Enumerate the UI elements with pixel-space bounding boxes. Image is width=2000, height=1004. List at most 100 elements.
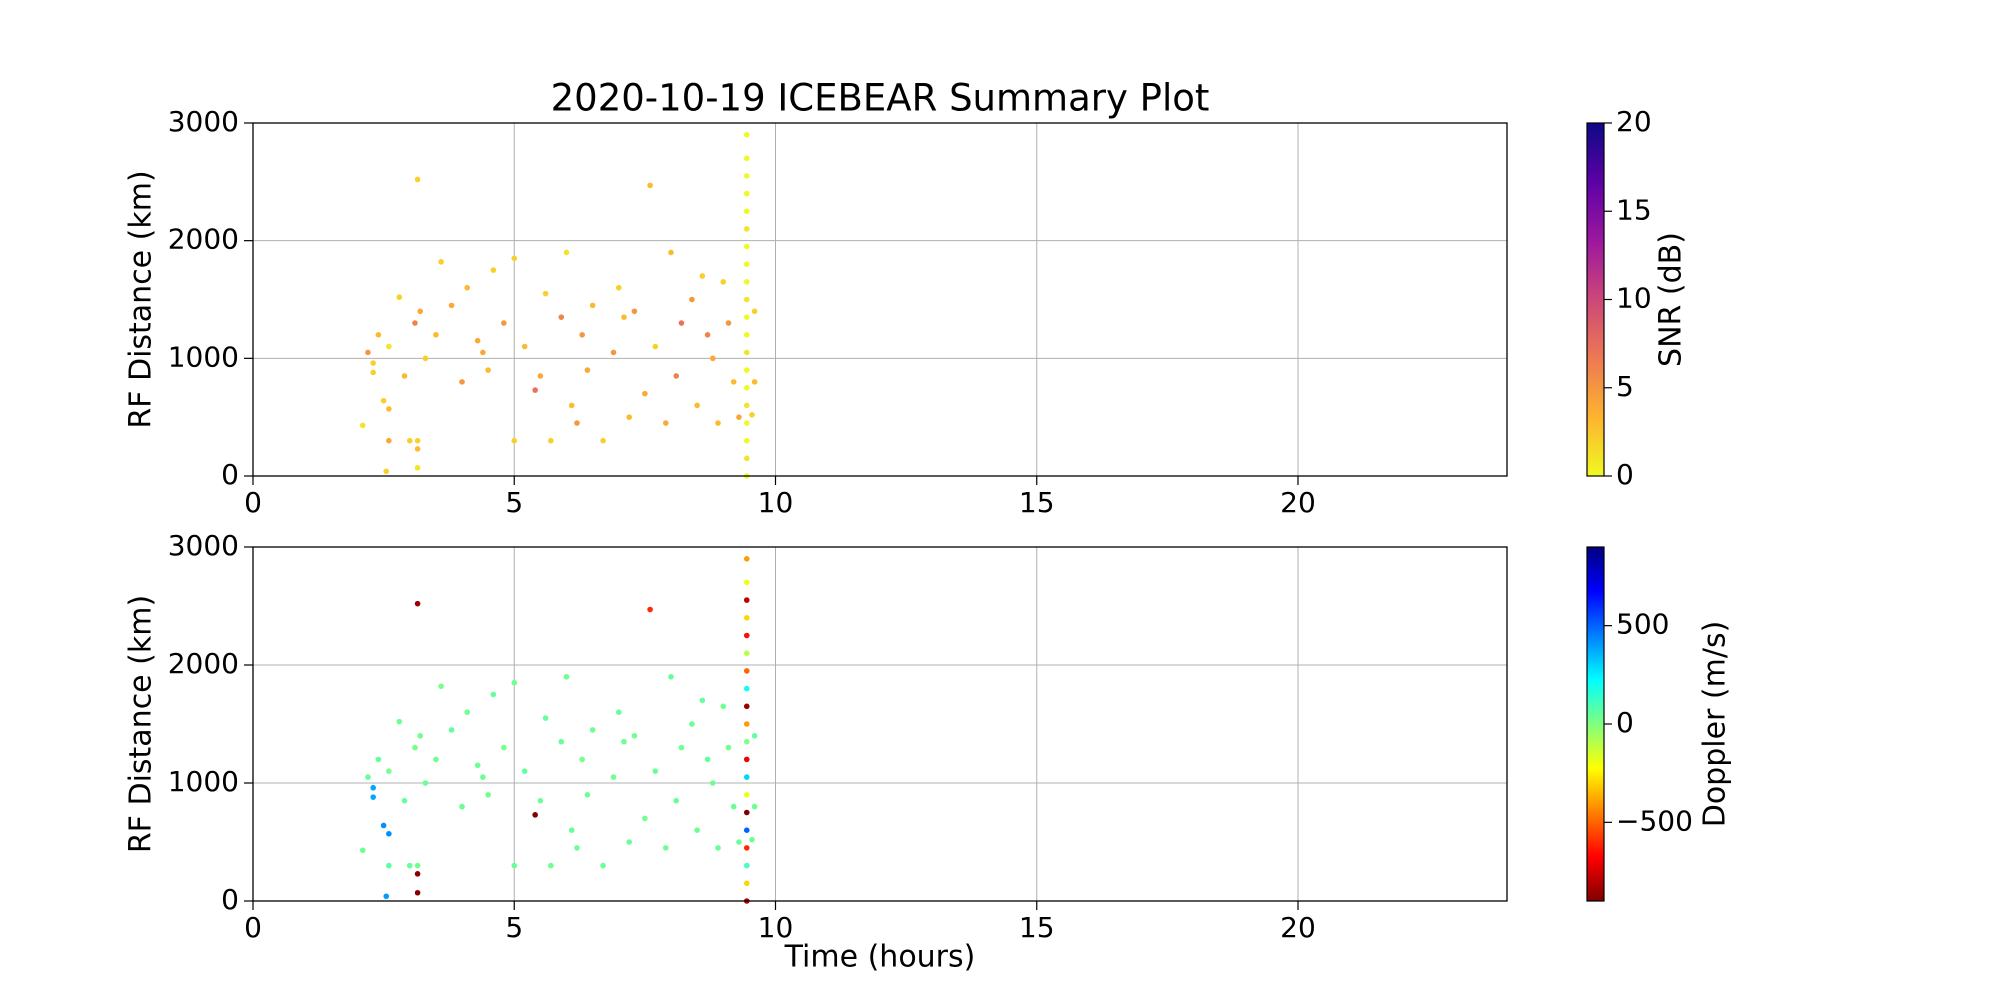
point <box>386 768 392 774</box>
point <box>414 176 421 183</box>
point <box>490 691 497 698</box>
point <box>678 744 685 751</box>
point <box>386 406 392 412</box>
point <box>743 703 750 710</box>
point <box>365 349 371 356</box>
point <box>699 697 706 704</box>
point <box>474 762 481 769</box>
point <box>743 455 750 462</box>
point <box>438 259 444 265</box>
chart-title: 2020-10-19 ICEBEAR Summary Plot <box>551 77 1210 120</box>
point <box>720 279 727 285</box>
point <box>589 302 596 309</box>
point <box>743 190 750 197</box>
point <box>642 390 648 397</box>
point <box>584 792 591 798</box>
point <box>743 155 750 162</box>
x-tick-label: 10 <box>758 486 794 519</box>
point <box>743 349 750 356</box>
point <box>464 709 471 715</box>
colorbar-label: SNR (dB) <box>1654 232 1689 367</box>
point <box>673 373 680 379</box>
point <box>383 893 390 900</box>
point <box>511 437 518 444</box>
x-tick-label: 20 <box>1280 911 1316 944</box>
point <box>386 343 392 350</box>
point <box>743 845 750 851</box>
colorbar-tick-label: 10 <box>1616 282 1652 315</box>
point <box>574 420 580 426</box>
point <box>480 774 486 780</box>
point <box>725 744 732 751</box>
point <box>401 797 408 804</box>
point <box>743 579 750 586</box>
point <box>668 674 674 680</box>
point <box>414 889 421 896</box>
point <box>743 402 750 409</box>
point <box>414 446 421 452</box>
point <box>521 768 528 774</box>
panel: 0 5 10 15 20 0 1000 2000 3000 <box>168 105 1508 519</box>
axes-frame <box>252 546 1508 902</box>
x-tick-label: 10 <box>758 911 794 944</box>
point <box>615 709 622 715</box>
point <box>448 302 455 309</box>
point <box>375 756 382 763</box>
point <box>568 827 575 833</box>
point <box>621 738 627 745</box>
point <box>710 355 716 362</box>
point <box>380 822 387 829</box>
panel: 0 5 10 15 20 0 1000 2000 3000 <box>168 529 1508 944</box>
point <box>743 131 750 138</box>
point <box>743 792 750 798</box>
point <box>743 296 750 303</box>
y-axis-label: RF Distance (km) <box>124 170 159 428</box>
point <box>743 774 750 780</box>
point <box>751 308 758 315</box>
point <box>574 845 580 851</box>
point <box>511 255 518 262</box>
point <box>743 597 750 603</box>
y-tick-label: 2000 <box>168 647 239 680</box>
point <box>743 632 750 639</box>
point <box>751 733 758 739</box>
colorbar-label: Doppler (m/s) <box>1698 621 1733 828</box>
point <box>485 367 491 373</box>
point <box>743 668 750 674</box>
point <box>736 414 742 420</box>
point <box>448 727 455 733</box>
point <box>743 367 750 373</box>
point <box>736 839 742 845</box>
point <box>704 332 711 338</box>
point <box>412 320 418 326</box>
point <box>743 756 750 763</box>
point <box>668 249 674 256</box>
point <box>615 284 622 291</box>
point <box>631 308 638 315</box>
point <box>743 243 750 250</box>
point <box>694 827 700 833</box>
y-tick-label: 0 <box>221 883 239 916</box>
point <box>383 468 390 475</box>
point <box>386 862 392 869</box>
point <box>689 721 695 727</box>
y-tick-label: 3000 <box>168 529 239 562</box>
point <box>414 600 421 607</box>
point <box>673 797 680 804</box>
point <box>743 556 750 562</box>
point <box>720 703 727 710</box>
point <box>689 296 695 303</box>
colorbar-tick-label: 0 <box>1616 706 1634 739</box>
point <box>422 780 429 786</box>
point <box>359 847 366 854</box>
x-tick-label: 15 <box>1019 486 1055 519</box>
point <box>459 803 465 810</box>
point <box>433 756 439 763</box>
point <box>743 420 750 426</box>
colorbar-tick-label: 500 <box>1616 608 1669 641</box>
point <box>511 679 518 686</box>
point <box>511 862 518 869</box>
point <box>417 733 424 739</box>
point <box>743 314 750 320</box>
